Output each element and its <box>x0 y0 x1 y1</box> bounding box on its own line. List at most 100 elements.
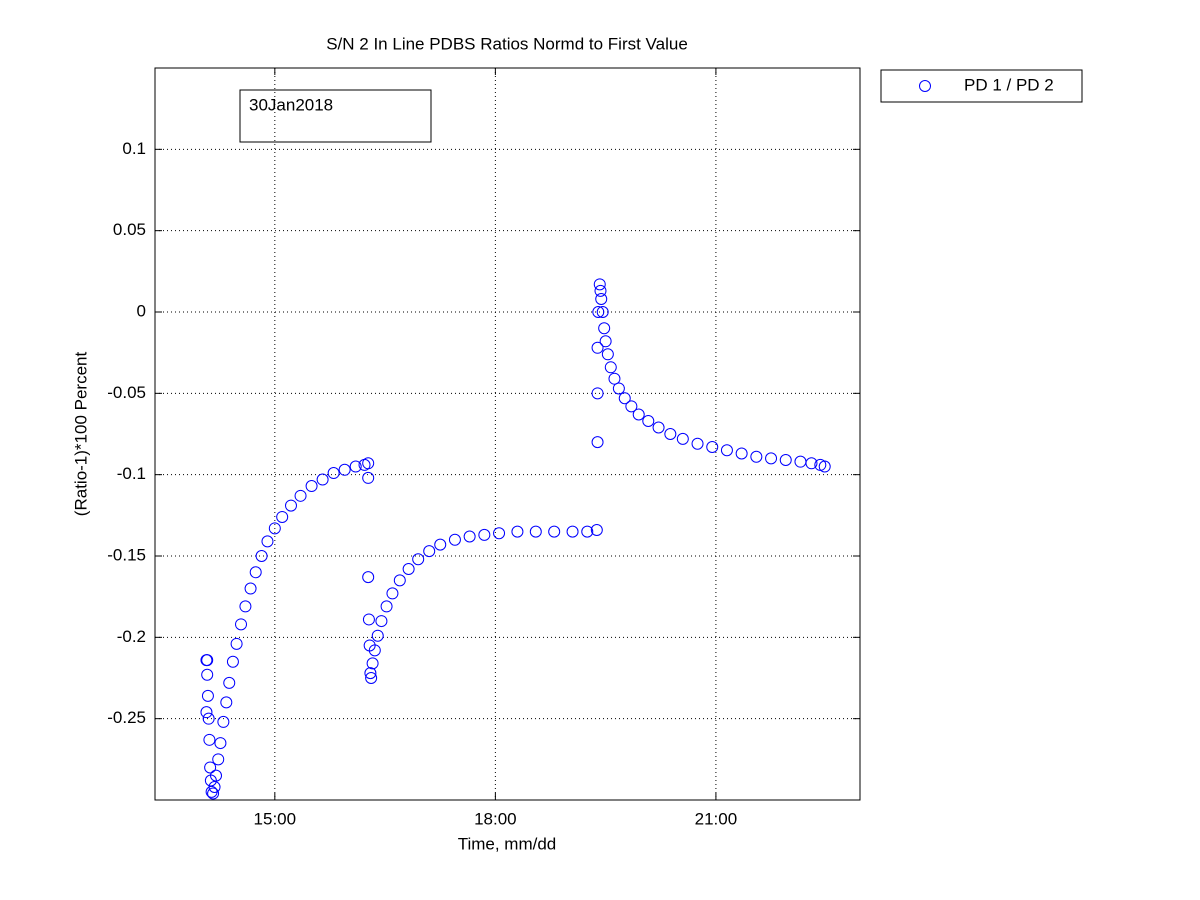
point <box>239 600 252 613</box>
point <box>720 444 733 457</box>
point <box>478 528 491 541</box>
point <box>217 715 230 728</box>
legend-marker <box>919 80 931 92</box>
point <box>393 574 406 587</box>
point <box>230 637 243 650</box>
point <box>261 535 274 548</box>
point <box>362 571 375 584</box>
point <box>664 428 677 440</box>
point <box>612 382 625 395</box>
point <box>608 372 621 385</box>
point <box>592 306 605 318</box>
point <box>276 510 289 523</box>
point <box>596 306 609 318</box>
point <box>590 523 603 536</box>
x-tick-label: 15:00 <box>254 809 297 828</box>
chart-title: S/N 2 In Line PDBS Ratios Normd to First… <box>326 34 688 53</box>
y-axis-label: (Ratio-1)*100 Percent <box>71 352 90 517</box>
legend: PD 1 / PD 2 <box>880 69 1083 103</box>
point <box>642 414 655 427</box>
point <box>366 657 379 670</box>
point <box>201 689 214 702</box>
point <box>368 644 381 657</box>
point <box>255 550 268 562</box>
point <box>203 733 216 746</box>
point <box>294 489 307 502</box>
point <box>235 618 248 631</box>
point <box>212 753 225 766</box>
point <box>779 454 792 467</box>
point <box>594 284 607 297</box>
y-tick-label: -0.2 <box>117 627 146 646</box>
point <box>818 460 831 473</box>
point <box>591 387 604 400</box>
point <box>735 447 748 460</box>
point <box>529 525 542 538</box>
point <box>593 278 606 291</box>
legend-label: PD 1 / PD 2 <box>964 75 1054 94</box>
point <box>371 629 384 642</box>
point <box>706 441 719 454</box>
point <box>362 613 375 626</box>
x-tick-label: 18:00 <box>474 809 517 828</box>
point <box>463 530 476 543</box>
point <box>305 480 318 493</box>
point <box>208 780 221 793</box>
point <box>493 527 506 540</box>
point <box>362 457 375 470</box>
y-tick-label: 0.1 <box>122 139 146 158</box>
point <box>386 587 399 600</box>
y-tick-label: 0 <box>137 301 146 320</box>
point <box>676 432 689 445</box>
point <box>268 522 281 535</box>
point <box>402 563 415 576</box>
point <box>202 712 215 725</box>
point <box>249 566 262 579</box>
point <box>327 467 340 480</box>
point <box>434 538 447 551</box>
point <box>652 421 665 434</box>
point <box>214 737 227 750</box>
point <box>595 292 608 305</box>
point <box>349 460 362 473</box>
x-axis-label: Time, mm/dd <box>458 834 557 853</box>
legend-box <box>880 69 1083 103</box>
point <box>207 787 220 800</box>
point <box>511 525 524 538</box>
point <box>750 450 763 463</box>
point <box>691 437 704 450</box>
point <box>632 408 645 421</box>
point <box>204 761 217 774</box>
point <box>598 322 611 335</box>
x-tick-label: 21:00 <box>695 809 738 828</box>
point <box>200 706 213 719</box>
point <box>618 392 631 405</box>
point <box>223 676 236 689</box>
y-tick-label: -0.15 <box>107 545 146 564</box>
point <box>380 600 393 613</box>
point <box>220 696 233 709</box>
point <box>581 525 594 538</box>
point <box>591 436 604 449</box>
y-tick-label: 0.05 <box>113 220 146 239</box>
point <box>765 452 778 465</box>
point <box>548 525 561 538</box>
point <box>201 654 214 667</box>
y-tick-label: -0.1 <box>117 464 146 483</box>
point <box>601 348 614 361</box>
point <box>566 525 579 538</box>
point <box>226 655 239 668</box>
point <box>365 672 378 684</box>
point <box>625 400 638 413</box>
point <box>599 335 612 348</box>
point <box>316 473 329 486</box>
y-tick-label: -0.25 <box>107 708 146 727</box>
y-tick-label: -0.05 <box>107 383 146 402</box>
point <box>362 471 375 484</box>
point <box>805 457 818 470</box>
plot-frame <box>154 67 861 801</box>
point <box>412 553 425 566</box>
point <box>338 463 351 476</box>
